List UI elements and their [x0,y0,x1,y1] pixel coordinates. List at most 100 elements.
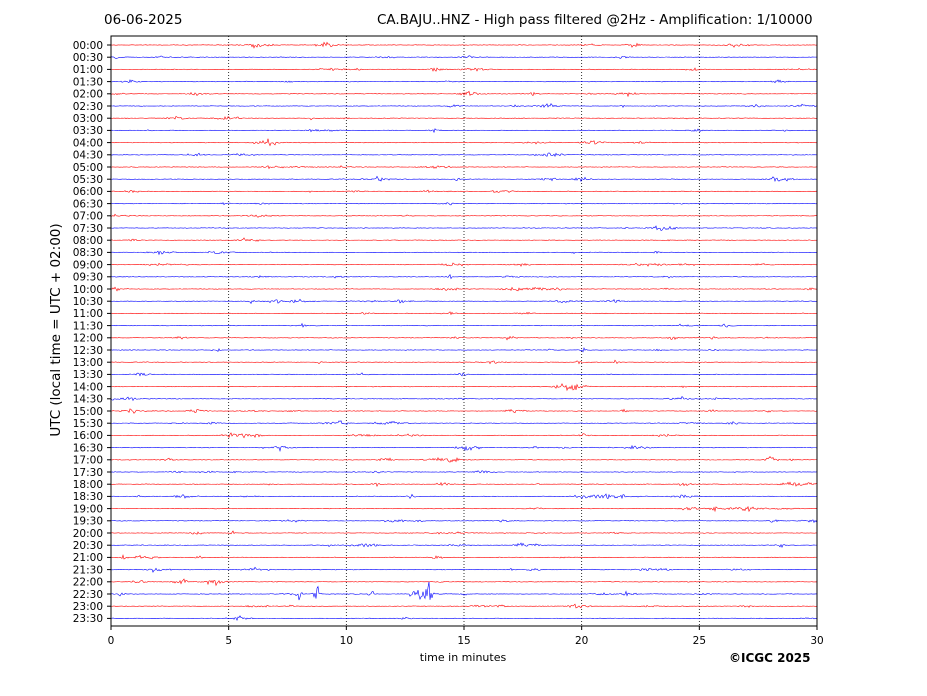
y-tick-label: 09:30 [73,272,103,284]
trace-0400 [110,138,818,147]
trace-1230 [110,347,818,353]
trace-0700 [110,213,818,218]
trace-1500 [110,408,818,414]
trace-2130 [110,566,818,573]
y-tick-label: 13:00 [73,357,103,369]
y-tick-label: 22:30 [73,589,103,601]
x-axis-label: time in minutes [419,651,507,664]
trace-0830 [110,250,818,256]
y-tick-label: 22:00 [73,577,103,589]
trace-2100 [110,554,818,560]
y-tick-label: 06:00 [73,186,103,198]
x-ticks: 0 5 10 15 20 25 30 [108,626,824,647]
y-tick-label: 13:30 [73,369,103,381]
trace-0230 [110,103,818,108]
y-tick-label: 20:30 [73,540,103,552]
trace-1930 [110,519,818,524]
trace-0600 [110,189,818,194]
y-tick-label: 03:30 [73,125,103,137]
y-tick-label: 10:30 [73,296,103,308]
y-tick-label: 18:00 [73,479,103,491]
trace-1430 [110,396,818,402]
trace-2300 [110,603,818,609]
y-tick-label: 08:00 [73,235,103,247]
x-tick-label: 0 [108,635,115,647]
y-tick-label: 21:00 [73,552,103,564]
copyright-label: ©ICGC 2025 [729,651,811,665]
trace-1600 [110,432,818,439]
trace-1300 [110,359,818,365]
x-tick-label: 25 [693,635,706,647]
y-tick-labels: 00:0000:3001:0001:3002:0002:3003:0003:30… [73,40,111,625]
x-tick-label: 20 [575,635,588,647]
y-tick-label: 17:30 [73,467,103,479]
trace-1400 [110,383,818,392]
y-tick-label: 04:30 [73,150,103,162]
y-tick-label: 19:00 [73,503,103,515]
y-tick-label: 21:30 [73,564,103,576]
x-tick-label: 5 [225,635,232,647]
y-tick-label: 10:00 [73,284,103,296]
y-tick-label: 08:30 [73,247,103,259]
trace-0300 [110,115,818,121]
y-tick-label: 11:00 [73,308,103,320]
trace-0500 [110,165,818,170]
trace-1900 [110,505,818,513]
y-tick-label: 17:00 [73,455,103,467]
trace-1700 [110,456,818,463]
y-tick-label: 14:30 [73,394,103,406]
trace-0730 [110,225,818,231]
y-tick-label: 00:00 [73,40,103,52]
trace-layer [110,41,818,622]
grid-lines [228,36,700,626]
y-axis-label: UTC (local time = UTC + 02:00) [48,223,64,437]
trace-0130 [110,79,818,84]
y-tick-label: 14:00 [73,381,103,393]
y-tick-label: 03:00 [73,113,103,125]
trace-2230 [110,581,818,601]
plot-frame [110,35,818,627]
y-tick-label: 20:00 [73,528,103,540]
trace-0800 [110,237,818,242]
trace-0330 [110,128,818,134]
y-tick-label: 16:00 [73,430,103,442]
chart-title: CA.BAJU..HNZ - High pass filtered @2Hz -… [377,12,813,28]
y-tick-label: 00:30 [73,52,103,64]
trace-1730 [110,470,818,474]
trace-1330 [110,372,818,377]
y-tick-label: 05:30 [73,174,103,186]
trace-0900 [110,262,818,267]
trace-2030 [111,542,818,549]
trace-1130 [110,322,818,328]
y-tick-label: 19:30 [73,516,103,528]
y-tick-label: 04:00 [73,137,103,149]
trace-1000 [110,286,818,292]
y-tick-label: 15:00 [73,406,103,418]
y-tick-label: 11:30 [73,320,103,332]
trace-0200 [110,90,818,98]
trace-1630 [110,444,818,453]
y-tick-label: 06:30 [73,198,103,210]
x-tick-label: 30 [810,635,823,647]
trace-1100 [110,311,818,316]
trace-0000 [110,41,818,49]
y-tick-label: 15:30 [73,418,103,430]
y-tick-label: 12:30 [73,345,103,357]
trace-1830 [110,493,818,500]
y-tick-label: 05:00 [73,162,103,174]
trace-2330 [110,615,818,622]
trace-0930 [110,274,818,280]
y-tick-label: 07:30 [73,223,103,235]
trace-1530 [110,420,818,425]
trace-0430 [110,152,818,158]
y-tick-label: 16:30 [73,442,103,454]
trace-2200 [110,578,818,587]
trace-0630 [110,202,818,206]
trace-1200 [110,335,818,341]
trace-1030 [110,298,818,305]
y-tick-label: 09:00 [73,259,103,271]
x-tick-label: 10 [340,635,353,647]
y-tick-label: 02:00 [73,89,103,101]
y-tick-label: 12:00 [73,333,103,345]
